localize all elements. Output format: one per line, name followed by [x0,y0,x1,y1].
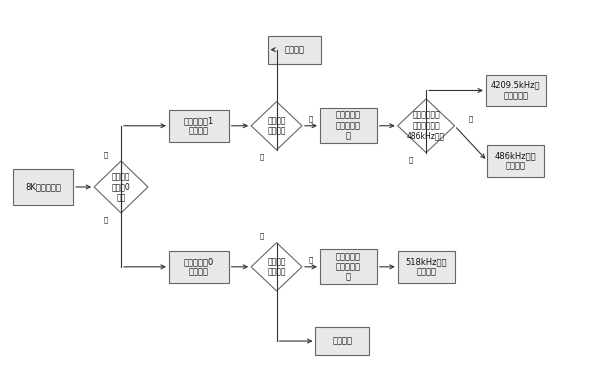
Text: 否: 否 [104,217,108,223]
Bar [486,75,546,106]
Bar [267,36,322,64]
Text: 518kHz通道
解调开始: 518kHz通道 解调开始 [406,257,447,276]
Text: 否: 否 [409,156,413,163]
Text: 不作处理: 不作处理 [332,337,352,346]
Text: 存储到通道0
数据单元: 存储到通道0 数据单元 [184,257,214,276]
Text: 4209.5kHz通
道解调开始: 4209.5kHz通 道解调开始 [491,81,541,100]
Text: 是: 是 [309,116,313,122]
Text: 双通道存储
单元地址更
新: 双通道存储 单元地址更 新 [336,252,361,282]
Bar [320,108,377,143]
Bar [13,169,73,205]
Bar [316,327,369,355]
Text: 是: 是 [104,151,108,157]
Text: 不作处理: 不作处理 [284,45,305,54]
Bar [169,251,229,283]
Text: 是: 是 [469,116,473,122]
Text: 否: 否 [260,153,264,160]
Text: 当前是否
为通道0
数据: 当前是否 为通道0 数据 [112,172,130,202]
Bar [398,251,454,283]
Text: 双通道存储
单元地址更
新: 双通道存储 单元地址更 新 [336,111,361,141]
Polygon shape [94,161,148,213]
Bar [169,110,229,141]
Bar [320,249,377,285]
Polygon shape [251,102,302,150]
Text: 判断模拟开关
状态是否连接
486kHz通道: 判断模拟开关 状态是否连接 486kHz通道 [407,111,445,141]
Polygon shape [398,99,454,153]
Bar [487,145,545,177]
Text: 当前缓冲
器是否满: 当前缓冲 器是否满 [267,116,286,135]
Polygon shape [251,243,302,291]
Text: 是: 是 [309,257,313,263]
Text: 存储到通道1
数据单元: 存储到通道1 数据单元 [184,116,214,135]
Text: 8K采样控制器: 8K采样控制器 [25,183,61,191]
Text: 当前缓冲
器是否满: 当前缓冲 器是否满 [267,257,286,276]
Text: 否: 否 [260,233,264,239]
Text: 486kHz通道
解调开始: 486kHz通道 解调开始 [495,151,537,171]
